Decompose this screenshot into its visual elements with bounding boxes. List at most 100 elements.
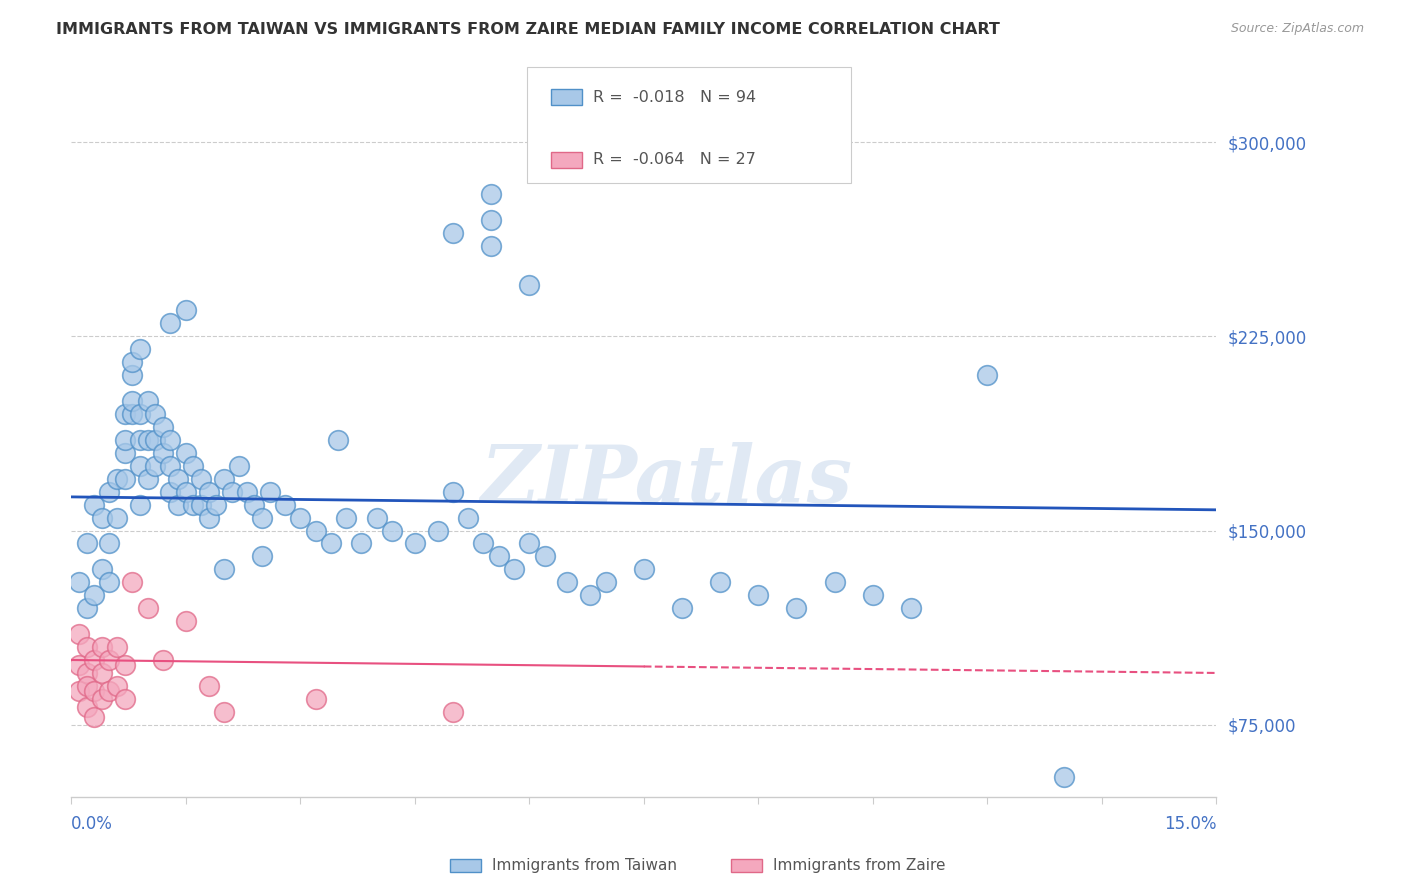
- Point: [83, 498, 105, 512]
- Point: [517, 277, 540, 292]
- Point: [98, 684, 121, 698]
- Point: [90, 665, 112, 680]
- Point: [472, 536, 495, 550]
- Point: [98, 653, 121, 667]
- Point: [221, 484, 243, 499]
- Point: [671, 601, 693, 615]
- Point: [197, 510, 219, 524]
- Point: [747, 588, 769, 602]
- Text: Immigrants from Taiwan: Immigrants from Taiwan: [492, 858, 678, 873]
- Point: [114, 658, 136, 673]
- Point: [159, 484, 181, 499]
- Point: [174, 484, 197, 499]
- Point: [98, 536, 121, 550]
- Point: [143, 407, 166, 421]
- Point: [824, 575, 846, 590]
- Point: [129, 498, 152, 512]
- Point: [900, 601, 922, 615]
- Point: [197, 679, 219, 693]
- Point: [129, 433, 152, 447]
- Point: [183, 498, 205, 512]
- Point: [90, 562, 112, 576]
- Point: [76, 640, 98, 654]
- Point: [174, 614, 197, 628]
- Point: [90, 691, 112, 706]
- Point: [105, 640, 128, 654]
- Point: [83, 710, 105, 724]
- Text: Source: ZipAtlas.com: Source: ZipAtlas.com: [1230, 22, 1364, 36]
- Text: IMMIGRANTS FROM TAIWAN VS IMMIGRANTS FROM ZAIRE MEDIAN FAMILY INCOME CORRELATION: IMMIGRANTS FROM TAIWAN VS IMMIGRANTS FRO…: [56, 22, 1000, 37]
- Point: [633, 562, 655, 576]
- Point: [183, 458, 205, 473]
- Point: [114, 446, 136, 460]
- Point: [404, 536, 426, 550]
- Point: [174, 446, 197, 460]
- Text: Immigrants from Zaire: Immigrants from Zaire: [773, 858, 946, 873]
- Point: [136, 394, 159, 409]
- Point: [457, 510, 479, 524]
- Point: [259, 484, 281, 499]
- Point: [174, 303, 197, 318]
- Point: [129, 407, 152, 421]
- Point: [76, 699, 98, 714]
- Point: [143, 458, 166, 473]
- Point: [76, 665, 98, 680]
- Point: [152, 653, 174, 667]
- Point: [274, 498, 297, 512]
- Point: [114, 472, 136, 486]
- Point: [136, 472, 159, 486]
- Point: [785, 601, 807, 615]
- Point: [250, 510, 273, 524]
- Point: [862, 588, 884, 602]
- Point: [105, 472, 128, 486]
- Point: [136, 601, 159, 615]
- Text: R =  -0.064   N = 27: R = -0.064 N = 27: [593, 153, 756, 167]
- Point: [488, 549, 510, 564]
- Point: [129, 458, 152, 473]
- Point: [167, 472, 190, 486]
- Point: [121, 575, 143, 590]
- Point: [121, 355, 143, 369]
- Point: [83, 684, 105, 698]
- Point: [381, 524, 404, 538]
- Point: [159, 433, 181, 447]
- Point: [503, 562, 526, 576]
- Point: [114, 691, 136, 706]
- Point: [67, 627, 90, 641]
- Point: [159, 317, 181, 331]
- Point: [136, 433, 159, 447]
- Point: [479, 212, 502, 227]
- Point: [67, 658, 90, 673]
- Point: [479, 238, 502, 252]
- Point: [335, 510, 357, 524]
- Point: [243, 498, 266, 512]
- Point: [441, 484, 464, 499]
- Point: [98, 575, 121, 590]
- Point: [114, 407, 136, 421]
- Point: [595, 575, 617, 590]
- Point: [441, 705, 464, 719]
- Point: [212, 705, 235, 719]
- Point: [143, 433, 166, 447]
- Point: [159, 458, 181, 473]
- Point: [121, 394, 143, 409]
- Point: [98, 484, 121, 499]
- Point: [83, 653, 105, 667]
- Point: [228, 458, 250, 473]
- Point: [709, 575, 731, 590]
- Point: [212, 472, 235, 486]
- Point: [212, 562, 235, 576]
- Point: [105, 679, 128, 693]
- Point: [90, 510, 112, 524]
- Point: [76, 601, 98, 615]
- Point: [304, 691, 326, 706]
- Point: [129, 343, 152, 357]
- Point: [1052, 770, 1074, 784]
- Text: ZIPatlas: ZIPatlas: [481, 442, 852, 519]
- Point: [76, 679, 98, 693]
- Point: [105, 510, 128, 524]
- Point: [250, 549, 273, 564]
- Point: [319, 536, 342, 550]
- Point: [83, 588, 105, 602]
- Text: R =  -0.018   N = 94: R = -0.018 N = 94: [593, 90, 756, 104]
